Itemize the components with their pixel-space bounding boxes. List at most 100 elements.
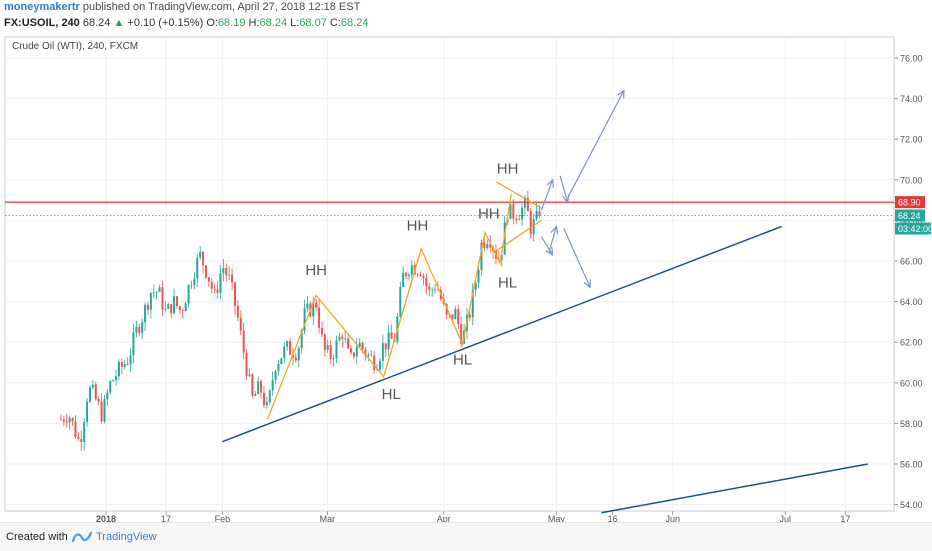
candle-body [190, 285, 193, 286]
candle-body [100, 401, 103, 422]
x-tick-label: Mar [320, 514, 336, 522]
candle-body [457, 308, 460, 325]
author-link[interactable]: moneymakertr [4, 1, 80, 13]
x-tick-label: Jul [780, 514, 792, 522]
candle-body [233, 282, 236, 306]
candle-body [257, 381, 260, 394]
candle-body [361, 342, 364, 350]
candle-body [129, 355, 132, 365]
low-label: L: [290, 17, 300, 29]
plot-frame [4, 36, 895, 512]
y-tick-label: 72.00 [900, 135, 923, 145]
candle-body [231, 274, 234, 283]
candle-body [315, 302, 318, 308]
close-label: C: [329, 17, 341, 29]
candle-body [347, 338, 350, 349]
y-tick-label: 54.00 [900, 500, 923, 510]
candle-body [318, 307, 321, 328]
candle-body [326, 345, 329, 350]
y-tick-label: 62.00 [900, 338, 923, 348]
y-tick-label: 76.00 [900, 54, 923, 64]
candle-body [199, 251, 202, 258]
candle-body [387, 332, 390, 350]
candle-body [483, 242, 486, 249]
candle-body [355, 346, 358, 357]
tradingview-logo-icon [72, 531, 92, 543]
x-tick-label: May [548, 514, 566, 522]
candle-body [489, 244, 492, 248]
candle-body [123, 364, 126, 367]
candle-body [434, 289, 437, 291]
candle-body [184, 303, 187, 312]
change-arrow-icon: ▲ [113, 17, 125, 29]
candle-body [445, 303, 448, 315]
change-value: +0.10 (+0.15%) [127, 17, 204, 29]
candle-body [181, 310, 184, 312]
projection-arrow-head [617, 89, 625, 99]
annotations: HH HL HH HL HH HL HH [305, 161, 518, 403]
candle-body [141, 322, 144, 333]
candle-body [468, 314, 471, 318]
candle-body [274, 371, 277, 380]
triangle-upper-line [495, 181, 542, 209]
candle-body [300, 330, 303, 349]
time-axis[interactable]: 2018 17 Feb Mar Apr May 16 Jun Jul 17 [96, 511, 850, 522]
x-tick-label: 17 [840, 514, 850, 522]
candle-body [416, 274, 419, 276]
candle-body [268, 390, 271, 403]
y-tick-label: 64.00 [900, 297, 923, 307]
candle-body [144, 304, 147, 323]
candle-body [71, 418, 74, 422]
higher-low-label: HL [453, 352, 472, 369]
candle-body [338, 336, 341, 341]
candle-body [213, 288, 216, 290]
tradingview-brand-link[interactable]: TradingView [96, 531, 157, 543]
publish-line: moneymakertr published on TradingView.co… [4, 1, 360, 13]
candle-body [126, 364, 129, 365]
candle-body [59, 419, 62, 421]
candle-body [480, 242, 483, 271]
candle-body [407, 274, 410, 277]
candle-body [86, 401, 89, 422]
candle-body [161, 287, 164, 310]
candle-body [135, 326, 138, 333]
x-tick-label: 17 [161, 514, 171, 522]
price-label-text: 68.24 [898, 211, 921, 221]
candle-body [262, 392, 265, 406]
candle-body [97, 399, 100, 402]
candle-body [436, 289, 439, 291]
candle-body [265, 402, 268, 406]
candle-body [323, 334, 326, 350]
higher-high-label: HH [497, 161, 519, 178]
triangle-lower-line [495, 219, 542, 252]
candle-body [210, 281, 213, 289]
projection-arrow-head [583, 279, 591, 289]
candle-body [515, 218, 518, 220]
price-axis[interactable]: 76.0074.0072.0070.0068.0066.0064.0062.00… [894, 54, 932, 511]
candle-body [158, 287, 161, 293]
published-text: published on TradingView.com, April 27, … [82, 1, 361, 13]
x-tick-label: Feb [215, 514, 231, 522]
price-label-box [895, 196, 925, 209]
candle-body [254, 393, 257, 396]
candle-body [289, 341, 292, 355]
candle-body [175, 296, 178, 307]
candle-body [535, 211, 538, 219]
candle-body [88, 387, 91, 402]
candle-body [239, 317, 242, 331]
overlays [5, 89, 894, 514]
candle-body [74, 421, 77, 438]
price-label-box [895, 209, 925, 222]
candle-body [219, 273, 222, 293]
y-tick-label: 66.00 [900, 257, 923, 267]
candle-body [106, 392, 109, 400]
x-tick-label: 2018 [96, 514, 116, 522]
projection-arrow-shaft [559, 175, 569, 203]
x-tick-label: 16 [608, 514, 618, 522]
candle-body [138, 326, 141, 333]
projection-arrow-head [550, 225, 559, 235]
projection-arrow-head [545, 246, 554, 257]
x-tick-label: Apr [437, 514, 451, 522]
candle-body [402, 272, 405, 288]
